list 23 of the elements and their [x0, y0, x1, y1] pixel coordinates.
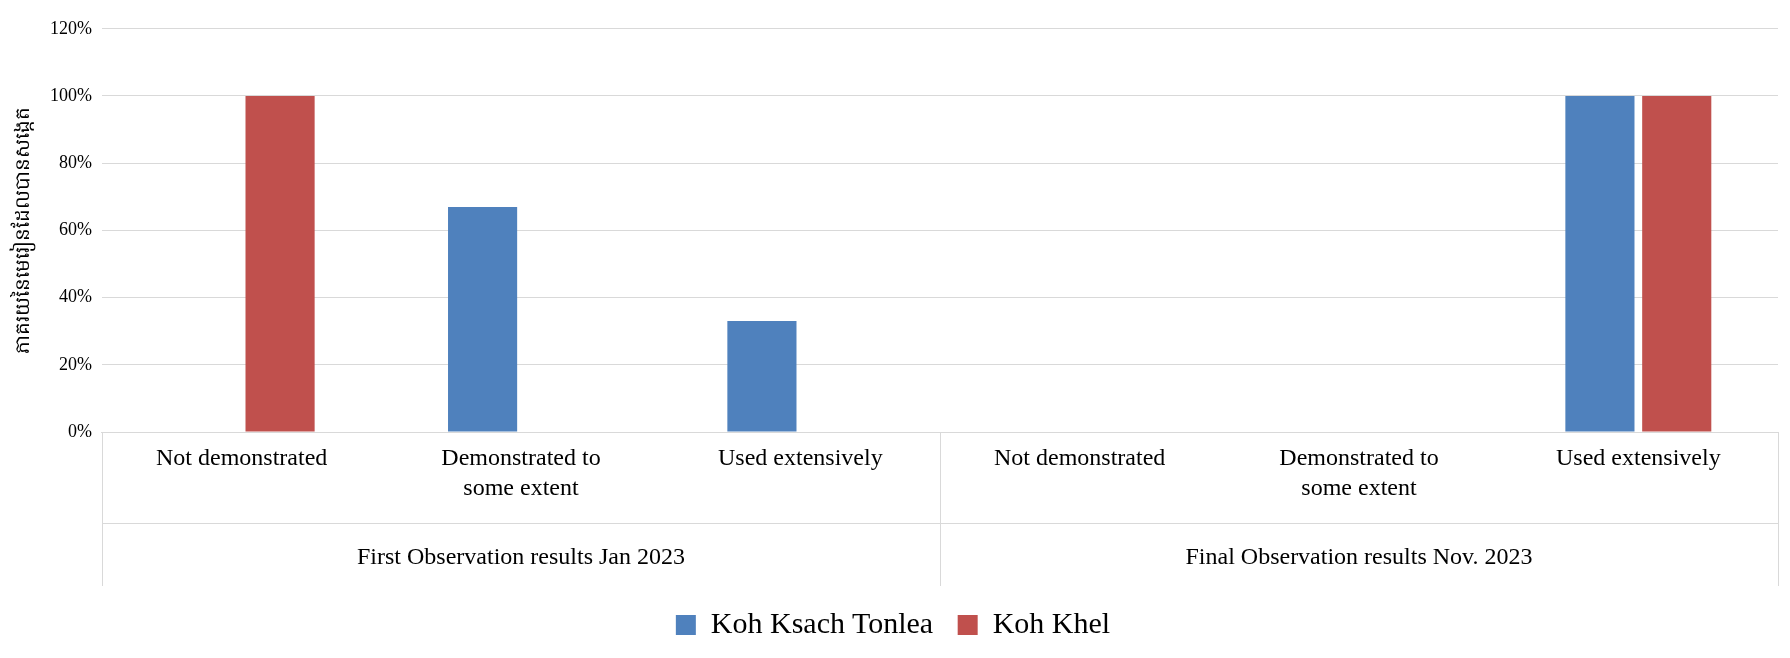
- text: Final Observation results Nov. 2023: [1185, 543, 1533, 570]
- bar: [245, 96, 315, 432]
- y-axis-title: ភាគរយនៃមេរៀនដែលបានសង្កេត: [9, 106, 37, 354]
- y-tick-label: 60%: [58, 219, 92, 240]
- bar: [448, 206, 518, 432]
- x-tick-label: Demonstrated to some extent: [441, 444, 601, 501]
- legend-label: Koh Khel: [992, 605, 1111, 639]
- y-tick-label: 20%: [58, 353, 92, 374]
- bar: [1565, 96, 1635, 432]
- bar: [727, 321, 797, 432]
- x-tick-label: Not demonstrated: [156, 444, 328, 471]
- text: First Observation results Jan 2023: [357, 543, 685, 570]
- x-tick-label: Demonstrated to some extent: [1279, 444, 1439, 501]
- y-tick-label: 0%: [67, 420, 92, 441]
- x-tick-label: Used extensively: [718, 444, 883, 471]
- x-tick-label: Not demonstrated: [994, 444, 1166, 471]
- y-tick-label: 40%: [58, 286, 92, 307]
- y-tick-label: 100%: [49, 84, 92, 105]
- y-tick-label: 80%: [58, 151, 92, 172]
- y-tick-label: 120%: [49, 17, 92, 38]
- bar: [1642, 96, 1712, 432]
- x-tick-label: Used extensively: [1556, 444, 1721, 471]
- legend-label: Koh Ksach Tonlea: [710, 605, 934, 639]
